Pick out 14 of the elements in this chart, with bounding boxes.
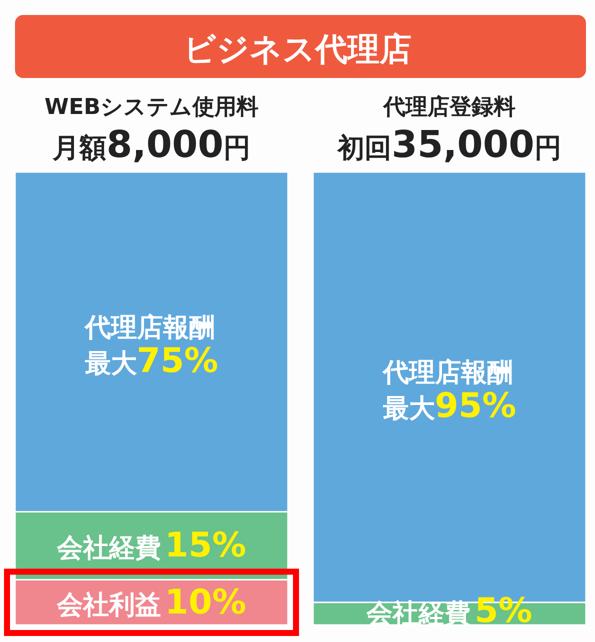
data-label: 5% [474, 591, 532, 631]
series-label: 代理店報酬 [84, 312, 215, 343]
x-tick-label: WEBシステム使用料 [44, 95, 259, 120]
data-label: 最大75% [84, 340, 218, 381]
series-label: 会社経費 [56, 534, 161, 564]
annotation: 月額8,000円 [52, 123, 251, 166]
data-label: 最大95% [382, 386, 516, 426]
data-label: 10% [164, 582, 246, 622]
series-label: 会社利益 [56, 590, 161, 620]
annotation: 初回35,000円 [338, 123, 562, 166]
series-label: 代理店報酬 [382, 358, 513, 388]
chart-title: ビジネス代理店 [184, 30, 412, 68]
x-tick-label: 代理店登録料 [384, 95, 516, 120]
data-label: 15% [164, 526, 246, 566]
